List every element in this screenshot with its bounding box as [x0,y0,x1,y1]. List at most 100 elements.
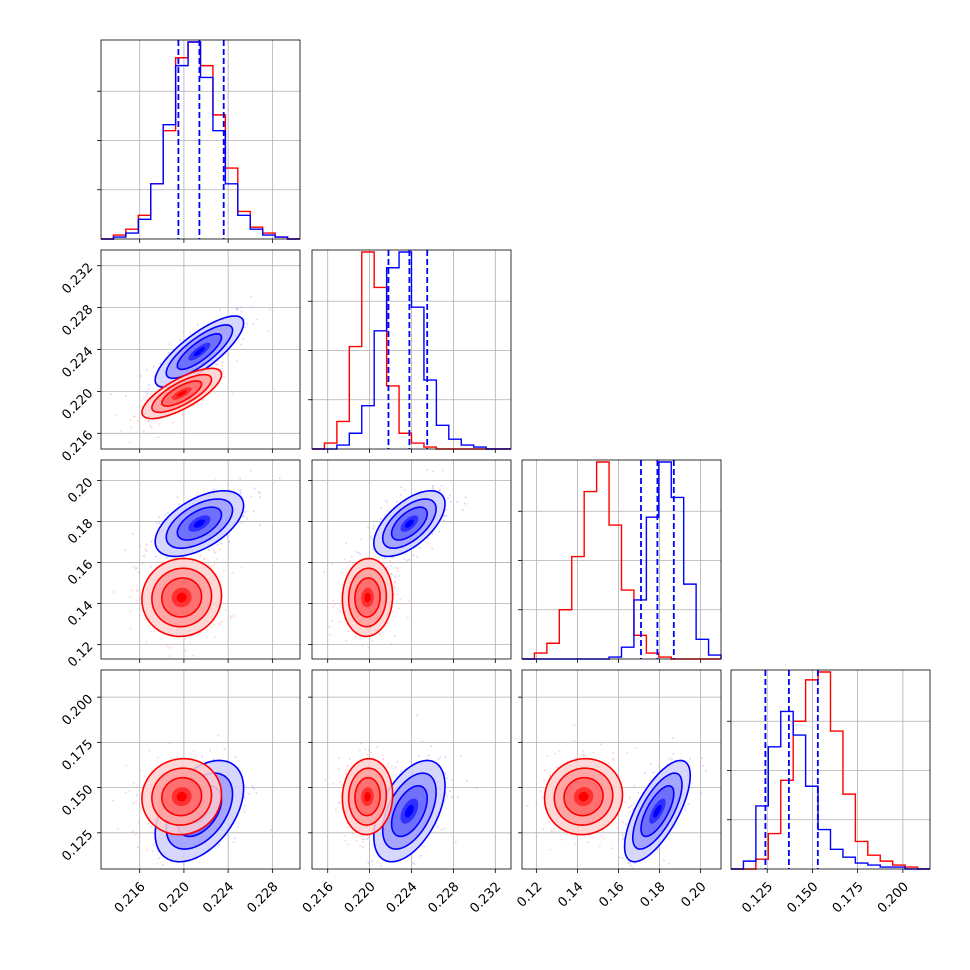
y-tick-label: 0.175 [59,737,96,774]
scatter-point [628,811,631,814]
scatter-point [628,806,631,809]
scatter-point [251,785,254,787]
scatter-point [396,500,398,503]
scatter-point [211,365,214,368]
scatter-point [408,558,411,561]
scatter-point [618,856,621,859]
scatter-point [526,805,529,808]
scatter-point [450,796,453,799]
panel-body [109,295,271,444]
scatter-point [670,758,673,761]
scatter-point [240,306,242,309]
x-tick-label: 0.150 [785,879,822,916]
scatter-point [217,360,220,363]
y-tick-label: 0.18 [65,516,96,547]
scatter-point [131,589,133,592]
scatter-point [363,838,366,841]
scatter-point [140,399,143,402]
scatter-point [329,633,332,636]
contour-line-series-0 [553,767,614,826]
scatter-point [431,547,434,550]
scatter-point [158,561,161,564]
scatter-point [239,492,242,495]
scatter-point [112,799,115,802]
scatter-point [361,644,364,647]
contour-line-series-1 [154,315,245,388]
scatter-point [701,764,704,767]
scatter-point [445,514,448,517]
scatter-point [125,764,128,767]
scatter-point [167,351,170,354]
scatter-point [395,567,398,570]
scatter-point [139,591,142,594]
scatter-point [145,640,148,643]
scatter-point [217,734,219,737]
scatter-point [346,843,349,846]
scatter-point [607,762,610,765]
scatter-point [188,641,191,644]
scatter-point [242,515,245,518]
scatter-point [556,766,559,769]
scatter-point [134,567,137,570]
scatter-point [633,803,636,806]
scatter-point [635,882,637,884]
scatter-point [152,365,155,368]
scatter-point [223,748,226,751]
diag-panel: 0.125 0.150 0.175 0.200 [727,669,931,916]
scatter-point [192,404,195,407]
scatter-point [166,556,169,559]
scatter-point [250,295,253,298]
scatter-point [234,755,237,758]
scatter-point [444,508,447,511]
scatter-point [184,874,186,876]
scatter-point [156,420,158,423]
scatter-point [220,620,223,623]
contour-line-series-1 [154,759,245,863]
scatter-point [114,893,116,895]
scatter-point [399,770,402,773]
scatter-point [393,581,396,584]
scatter-point [154,555,157,558]
histogram-step-series-1 [731,710,930,870]
scatter-point [626,751,629,754]
scatter-point [444,755,447,758]
panel-frame [311,459,512,660]
scatter-point [616,826,619,829]
scatter-point [249,469,252,472]
scatter-point [390,642,393,645]
scatter-point [250,495,253,498]
contour-line-series-0 [161,577,203,618]
panel-body [112,469,281,658]
scatter-point [258,524,261,527]
contour-line-series-0 [161,380,203,407]
scatter-point [146,390,148,393]
scatter-point [203,558,206,560]
scatter-point [598,844,601,847]
scatter-point [621,838,624,841]
scatter-point [635,747,638,750]
x-tick-label: 0.200 [875,879,912,916]
scatter-point [440,828,443,831]
scatter-point [476,787,478,790]
scatter-point [391,556,394,559]
scatter-point [242,337,245,340]
scatter-point [246,517,249,520]
y-tick-label: 0.150 [59,782,96,819]
scatter-point [189,331,191,334]
scatter-point [421,740,424,743]
offdiag-panel: 0.216 0.220 0.224 0.228 0.125 0.150 0.175 0.200 [59,669,301,916]
scatter-point [207,563,210,566]
scatter-point [182,414,185,417]
scatter-point [134,833,137,836]
scatter-point [201,755,203,758]
scatter-point [549,848,552,851]
scatter-point [419,547,422,550]
scatter-point [625,881,627,883]
scatter-point [139,545,142,548]
scatter-point [442,519,445,522]
scatter-point [464,496,467,499]
scatter-point [251,306,254,309]
scatter-point [166,511,169,514]
scatter-point [337,767,340,770]
